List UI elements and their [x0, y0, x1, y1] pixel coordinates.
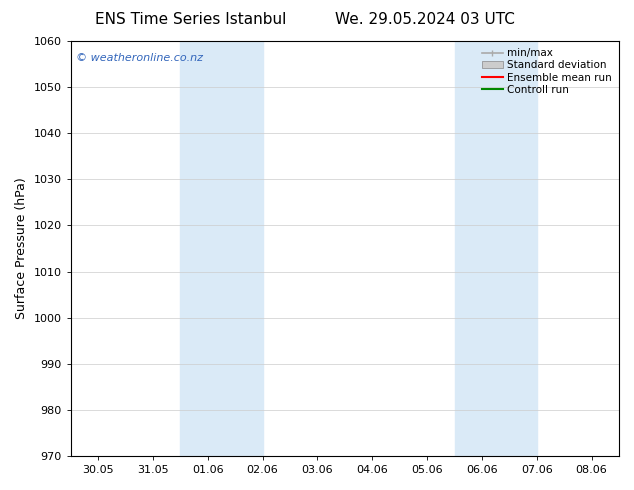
Text: We. 29.05.2024 03 UTC: We. 29.05.2024 03 UTC — [335, 12, 515, 27]
Text: © weatheronline.co.nz: © weatheronline.co.nz — [76, 53, 203, 64]
Text: ENS Time Series Istanbul: ENS Time Series Istanbul — [94, 12, 286, 27]
Y-axis label: Surface Pressure (hPa): Surface Pressure (hPa) — [15, 178, 28, 319]
Bar — [455, 41, 537, 456]
Bar — [180, 41, 262, 456]
Legend: min/max, Standard deviation, Ensemble mean run, Controll run: min/max, Standard deviation, Ensemble me… — [480, 46, 614, 97]
